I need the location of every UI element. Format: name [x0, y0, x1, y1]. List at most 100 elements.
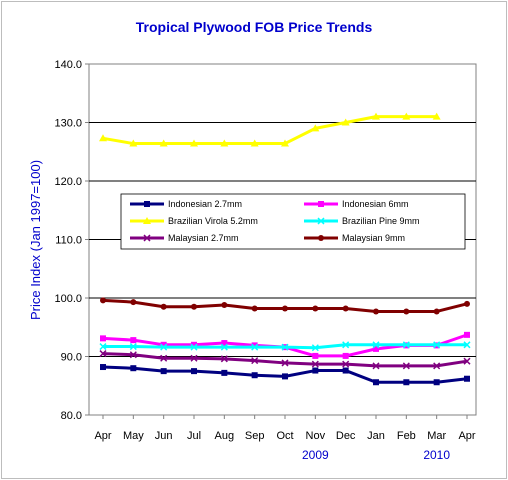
series-group: [99, 350, 471, 370]
data-point: [282, 373, 288, 380]
x-tick-label: Apr: [458, 430, 475, 442]
data-point: [130, 337, 137, 344]
data-point: [282, 305, 288, 312]
data-point: [99, 350, 107, 358]
y-tick-label: 120.0: [54, 176, 82, 188]
data-point: [221, 369, 228, 376]
data-point: [373, 379, 379, 386]
y-tick-label: 80.0: [61, 410, 82, 422]
data-point: [100, 364, 106, 371]
y-tick-label: 110.0: [55, 235, 82, 247]
data-point: [251, 305, 258, 312]
data-point: [403, 379, 410, 386]
y-axis-ticks: 80.0 90.0 100.0 110.0 120.0 130.0 140.0: [54, 59, 89, 422]
data-point: [402, 112, 411, 120]
year-labels: 2009 2010: [302, 448, 450, 462]
x-tick-label: Jan: [367, 430, 385, 442]
data-point: [251, 343, 259, 351]
series-lines: [99, 112, 471, 386]
y-axis-label: Price Index (Jan 1997=100): [28, 160, 43, 320]
y-tick-label: 140.0: [54, 59, 82, 71]
legend-box: [120, 193, 466, 250]
data-point: [160, 343, 168, 351]
data-point: [191, 303, 197, 310]
y-tick-label: 90.0: [61, 352, 82, 364]
data-point: [311, 360, 319, 368]
legend-label: Indonesian 6mm: [342, 199, 409, 209]
data-point: [129, 343, 137, 351]
x-tick-label: Oct: [276, 430, 293, 442]
series-group: [99, 341, 471, 352]
data-point: [251, 372, 258, 379]
legend: Indonesian 2.7mm Indonesian 6mm Brazilian …: [120, 193, 466, 250]
data-point: [403, 308, 410, 315]
data-point: [433, 308, 440, 315]
data-point: [463, 357, 471, 365]
legend-label: Malaysian 9mm: [342, 233, 405, 243]
data-point: [191, 368, 197, 375]
legend-label: Malaysian 2.7mm: [168, 233, 239, 243]
y-tick-label: 130.0: [54, 118, 82, 130]
data-point: [130, 365, 137, 372]
data-point: [342, 360, 350, 368]
data-point: [402, 341, 410, 349]
data-point: [402, 362, 410, 370]
data-point: [220, 139, 229, 147]
data-point: [318, 235, 324, 241]
data-point: [220, 343, 228, 351]
data-point: [372, 112, 380, 120]
series-group: [100, 297, 470, 315]
data-point: [250, 139, 259, 147]
data-point: [311, 124, 320, 132]
data-point: [372, 362, 380, 370]
data-point: [281, 343, 289, 351]
data-point: [372, 341, 380, 349]
data-point: [99, 134, 107, 142]
data-point: [464, 300, 470, 307]
data-point: [342, 367, 349, 374]
data-point: [143, 217, 151, 224]
data-point: [160, 354, 168, 362]
data-point: [432, 112, 441, 120]
data-point: [464, 375, 470, 382]
data-point: [342, 305, 349, 312]
data-point: [160, 303, 167, 310]
data-point: [463, 341, 471, 349]
data-point: [190, 139, 198, 147]
data-point: [160, 341, 167, 348]
y-tick-label: 100.0: [54, 293, 82, 305]
x-tick-label: Feb: [397, 430, 416, 442]
x-tick-label: Dec: [336, 430, 356, 442]
legend-label: Indonesian 2.7mm: [168, 199, 242, 209]
data-point: [129, 139, 138, 147]
x-tick-label: Jul: [187, 430, 201, 442]
data-point: [191, 341, 197, 348]
data-point: [100, 335, 106, 342]
data-point: [129, 351, 137, 359]
data-point: [190, 343, 198, 351]
legend-label: Brazilian Pine 9mm: [342, 216, 420, 226]
data-point: [464, 331, 470, 338]
data-point: [281, 139, 289, 147]
data-point: [342, 341, 350, 349]
x-tick-label: Sep: [245, 430, 265, 442]
data-point: [373, 308, 379, 315]
data-point: [317, 217, 325, 225]
x-tick-label: Nov: [306, 430, 326, 442]
data-point: [281, 359, 289, 367]
x-tick-label: Mar: [427, 430, 446, 442]
series-line: [102, 115, 437, 146]
series-group: [100, 364, 470, 386]
data-point: [341, 118, 350, 126]
data-point: [159, 139, 168, 147]
data-point: [373, 345, 379, 352]
data-point: [251, 342, 258, 349]
year-label: 2009: [302, 448, 329, 462]
series-group: [99, 112, 441, 147]
data-point: [318, 201, 324, 207]
x-tick-label: Apr: [94, 430, 111, 442]
data-point: [312, 305, 319, 312]
data-point: [100, 297, 106, 304]
year-label: 2010: [423, 448, 450, 462]
